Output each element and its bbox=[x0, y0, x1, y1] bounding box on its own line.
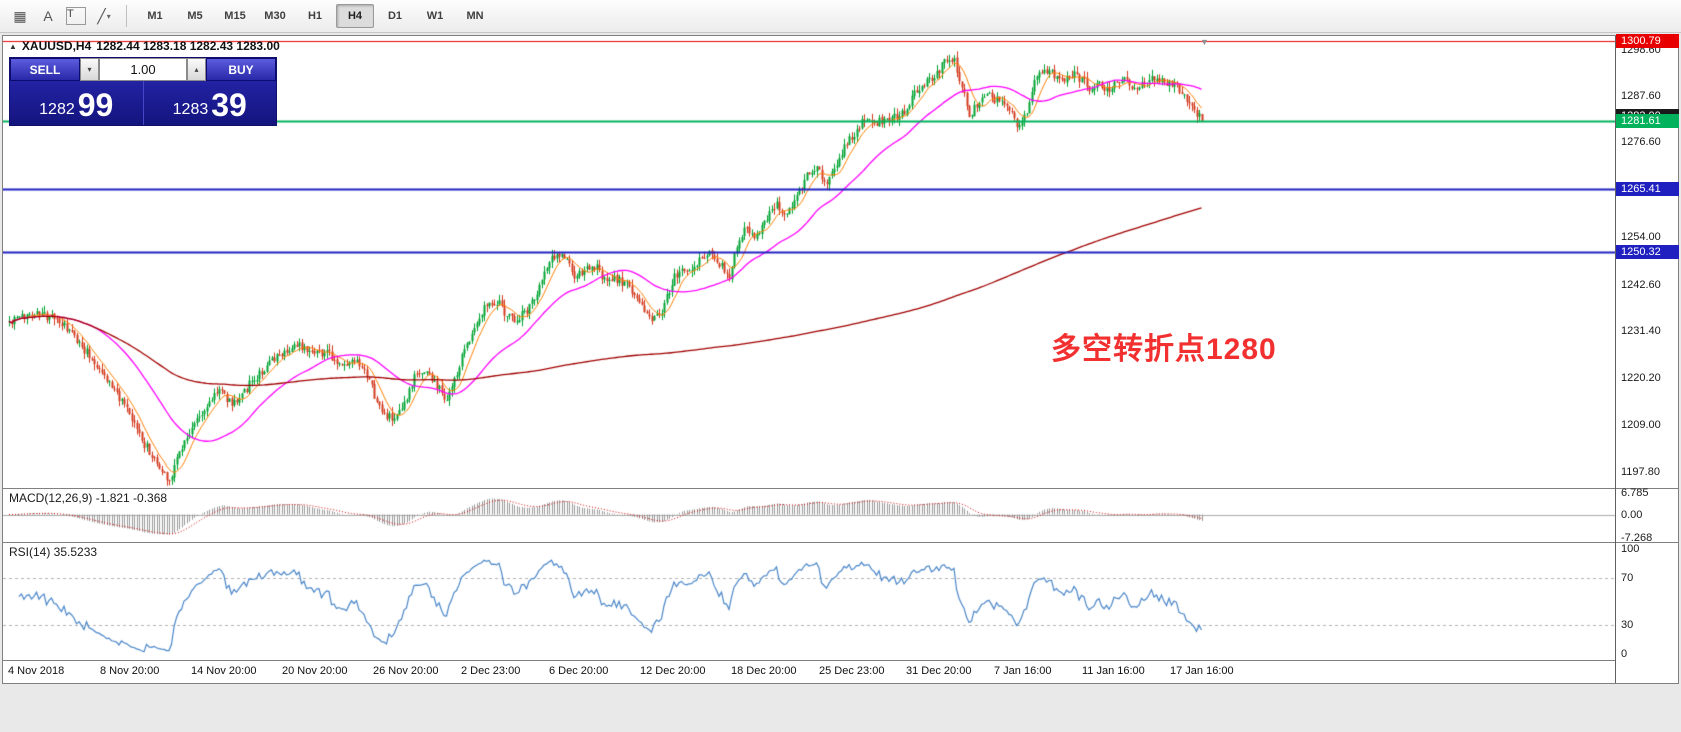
objects-list-icon[interactable]: ▦ bbox=[13, 7, 27, 24]
price-tick-label: 1197.80 bbox=[1621, 466, 1660, 479]
timeframe-button-m15[interactable]: M15 bbox=[224, 10, 246, 22]
chart-symbol-label: XAUUSD,H4 bbox=[21, 39, 92, 53]
pane-divider[interactable] bbox=[3, 488, 1615, 489]
trade-panel-controls: SELL ▾ ▴ BUY bbox=[10, 58, 276, 81]
time-axis-label: 25 Dec 23:00 bbox=[819, 665, 885, 677]
timeframe-button-h1[interactable]: H1 bbox=[307, 10, 323, 22]
time-axis-label: 6 Dec 20:00 bbox=[549, 665, 609, 677]
rsi-tick-label: 70 bbox=[1621, 572, 1634, 585]
sell-price-display[interactable]: 1282 99 bbox=[10, 81, 144, 125]
rsi-scale[interactable]: 100 70 30 0 bbox=[1616, 543, 1678, 660]
price-level-label: 1281.61 bbox=[1616, 114, 1679, 129]
timeframe-button-m30[interactable]: M30 bbox=[264, 10, 286, 22]
draw-tools-caret-icon: ▾ bbox=[106, 11, 111, 21]
time-axis-label: 8 Nov 20:00 bbox=[100, 665, 160, 677]
main-chart-pane: ▲ XAUUSD,H4 1282.44 1283.18 1282.43 1283… bbox=[3, 36, 1615, 488]
annotation-text: 多空转折点1280 bbox=[1051, 333, 1277, 366]
macd-canvas[interactable] bbox=[3, 489, 1615, 542]
timeframe-button-m5[interactable]: M5 bbox=[187, 10, 203, 22]
macd-title: MACD(12,26,9) -1.821 -0.368 bbox=[9, 491, 168, 505]
price-scale[interactable]: 1298.60 1287.60 1276.60 1254.00 1242.60 1231.… bbox=[1615, 34, 1679, 683]
time-axis-label: 17 Jan 16:00 bbox=[1170, 665, 1234, 677]
rsi-title: RSI(14) 35.5233 bbox=[9, 545, 98, 559]
ohlc-direction-icon: ▲ bbox=[9, 41, 17, 51]
buy-price-display[interactable]: 1283 39 bbox=[144, 81, 277, 125]
price-tick-label: 1220.20 bbox=[1621, 372, 1661, 385]
main-price-scale[interactable]: 1298.60 1287.60 1276.60 1254.00 1242.60 1231.… bbox=[1616, 34, 1679, 488]
buy-price-main: 1283 bbox=[172, 101, 209, 118]
time-axis-label: 20 Nov 20:00 bbox=[282, 665, 348, 677]
text-label-glyph: T bbox=[66, 7, 86, 25]
scale-divider bbox=[1616, 488, 1678, 489]
rsi-tick-label: 30 bbox=[1621, 618, 1634, 631]
time-axis-label: 12 Dec 20:00 bbox=[640, 665, 706, 677]
time-axis[interactable]: 4 Nov 2018 8 Nov 20:00 14 Nov 20:00 20 Nov … bbox=[3, 661, 1615, 681]
chart-shift-marker-icon[interactable]: ▼ bbox=[1200, 37, 1209, 47]
toolbar-separator bbox=[126, 5, 127, 27]
chart-panes: ▲ XAUUSD,H4 1282.44 1283.18 1282.43 1283… bbox=[3, 36, 1615, 683]
draw-tools-icon[interactable]: ╱ ▾ bbox=[90, 3, 118, 29]
sell-price-pips: 99 bbox=[77, 87, 114, 123]
draw-tools-glyph: ╱ bbox=[97, 7, 106, 24]
timeframe-button-h4[interactable]: H4 bbox=[336, 4, 374, 28]
rsi-pane: RSI(14) 35.5233 bbox=[3, 543, 1615, 660]
text-label-icon[interactable]: T bbox=[62, 3, 90, 29]
macd-tick-label: 0.00 bbox=[1621, 508, 1643, 521]
price-tick-label: 1242.60 bbox=[1621, 278, 1661, 291]
volume-input[interactable] bbox=[99, 58, 187, 81]
sell-price-main: 1282 bbox=[39, 101, 75, 118]
volume-decrement-button[interactable]: ▾ bbox=[80, 58, 99, 81]
macd-scale[interactable]: 6.785 0.00 -7.268 bbox=[1616, 486, 1678, 544]
price-tick-label: 1209.00 bbox=[1621, 419, 1661, 432]
price-tick-label: 1287.60 bbox=[1621, 90, 1661, 103]
time-axis-label: 26 Nov 20:00 bbox=[373, 665, 439, 677]
time-axis-label: 14 Nov 20:00 bbox=[191, 665, 257, 677]
timeframe-button-d1[interactable]: D1 bbox=[387, 10, 403, 22]
time-axis-label: 18 Dec 20:00 bbox=[731, 665, 797, 677]
time-axis-label: 11 Jan 16:00 bbox=[1082, 665, 1145, 677]
price-level-label: 1265.41 bbox=[1616, 182, 1679, 197]
rsi-canvas[interactable] bbox=[3, 543, 1615, 660]
timeframe-button-m1[interactable]: M1 bbox=[147, 10, 163, 22]
price-tick-label: 1276.60 bbox=[1621, 136, 1661, 149]
price-level-label: 1300.79 bbox=[1616, 34, 1679, 49]
chart-ohlc-values: 1282.44 1283.18 1282.43 1283.00 bbox=[96, 39, 280, 53]
price-tick-label: 1231.40 bbox=[1621, 325, 1661, 338]
pane-divider bbox=[3, 660, 1615, 661]
macd-pane: MACD(12,26,9) -1.821 -0.368 bbox=[3, 489, 1615, 542]
macd-tick-label: 6.785 bbox=[1621, 486, 1649, 499]
chart-window: ▲ XAUUSD,H4 1282.44 1283.18 1282.43 1283… bbox=[2, 34, 1679, 684]
macd-tick-label: -7.268 bbox=[1621, 531, 1653, 544]
chart-title: ▲ XAUUSD,H4 1282.44 1283.18 1282.43 1283… bbox=[9, 39, 280, 53]
sell-button[interactable]: SELL bbox=[10, 58, 80, 81]
trade-panel-prices: 1282 99 1283 39 bbox=[10, 81, 276, 125]
time-axis-label: 7 Jan 16:00 bbox=[994, 665, 1052, 677]
time-axis-label: 31 Dec 20:00 bbox=[906, 665, 972, 677]
time-axis-label: 2 Dec 23:00 bbox=[461, 665, 521, 677]
timeframe-button-mn[interactable]: MN bbox=[466, 10, 484, 22]
time-axis-label: 4 Nov 2018 bbox=[8, 665, 65, 677]
pane-divider[interactable] bbox=[3, 542, 1615, 543]
buy-button[interactable]: BUY bbox=[206, 58, 276, 81]
price-level-label: 1250.32 bbox=[1616, 245, 1679, 260]
rsi-tick-label: 100 bbox=[1621, 543, 1640, 555]
timeframe-button-w1[interactable]: W1 bbox=[426, 10, 444, 22]
one-click-trade-panel: SELL ▾ ▴ BUY 1282 99 1283 39 bbox=[9, 57, 277, 126]
text-annotation-icon[interactable]: A bbox=[43, 8, 53, 24]
price-tick-label: 1254.00 bbox=[1621, 230, 1661, 243]
rsi-tick-label: 0 bbox=[1621, 648, 1628, 660]
scale-divider bbox=[1616, 542, 1678, 543]
volume-increment-button[interactable]: ▴ bbox=[187, 58, 206, 81]
toolbar: ▦ A T ╱ ▾ M1 M5 M15 M30 H1 H4 D1 W1 MN bbox=[0, 0, 1681, 33]
buy-price-pips: 39 bbox=[211, 87, 247, 123]
